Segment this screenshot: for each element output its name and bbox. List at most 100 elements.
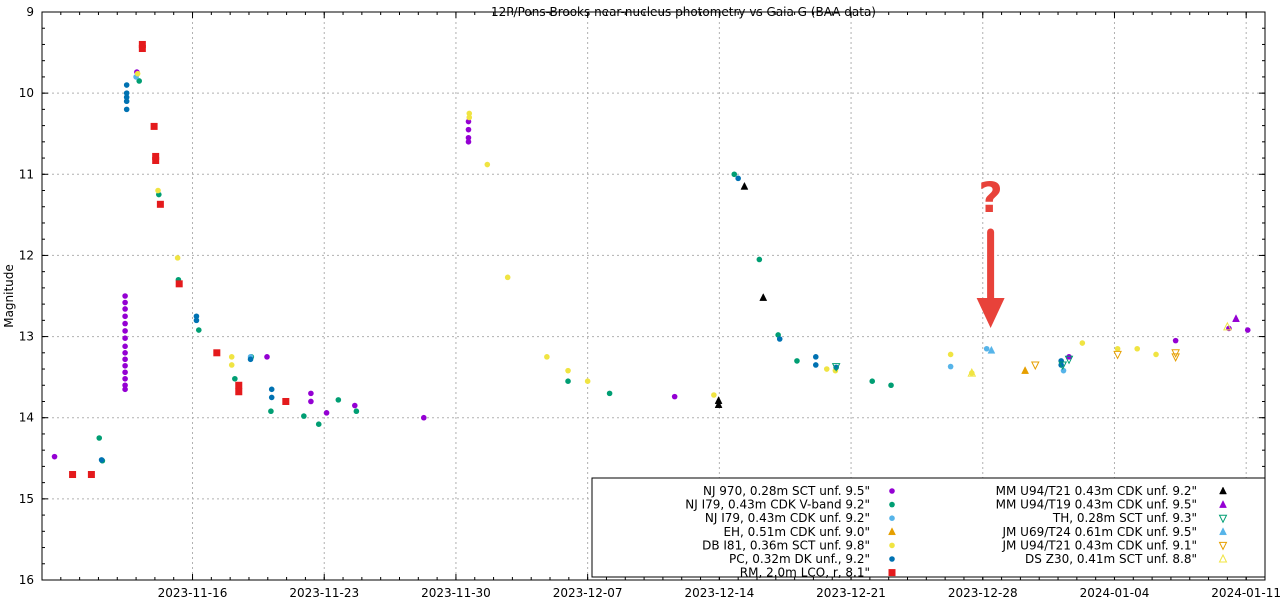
legend: NJ 970, 0.28m SCT unf. 9.5"NJ I79, 0.43m… (591, 477, 1266, 580)
series (51, 69, 1251, 460)
data-point (308, 390, 314, 397)
data-point (235, 388, 243, 396)
data-point (264, 354, 270, 360)
data-point (1114, 345, 1121, 352)
data-point (1113, 350, 1122, 360)
data-point (794, 358, 800, 364)
data-point (1172, 337, 1179, 344)
data-point (315, 421, 322, 428)
y-tick-label: 12 (19, 248, 34, 262)
data-point (122, 306, 128, 312)
data-point (888, 569, 896, 577)
data-point (869, 378, 876, 385)
data-point (122, 335, 128, 341)
legend-label: DS Z30, 0.41m SCT unf. 8.8" (1025, 552, 1197, 566)
data-point (1134, 345, 1141, 352)
x-tick-label: 2023-12-14 (684, 586, 754, 600)
data-point (1079, 340, 1086, 346)
data-point (1223, 321, 1232, 331)
data-point (232, 375, 238, 382)
y-tick-label: 10 (19, 86, 34, 100)
data-point (69, 471, 77, 479)
y-tick-label: 13 (19, 330, 34, 344)
data-point (123, 98, 130, 105)
data-point (812, 362, 819, 368)
data-point (889, 488, 895, 494)
x-tick-label: 2024-01-11 (1211, 586, 1281, 600)
legend-label: JM U69/T24 0.61m CDK unf. 9.5" (1001, 525, 1197, 539)
data-point (1218, 541, 1228, 551)
data-point (247, 356, 254, 363)
x-tick-label: 2024-01-04 (1080, 586, 1150, 600)
y-tick-label: 11 (19, 167, 34, 181)
data-point (888, 382, 894, 389)
data-point (1218, 514, 1228, 524)
legend-label: NJ I79, 0.43m CDK unf. 9.2" (705, 511, 870, 525)
x-tick-label: 2023-12-21 (816, 586, 886, 600)
data-point (606, 390, 613, 397)
x-tick-label: 2023-11-30 (421, 586, 491, 600)
data-point (175, 280, 183, 288)
data-point (484, 161, 491, 168)
legend-label: DB I81, 0.36m SCT unf. 9.8" (702, 538, 870, 552)
series (69, 40, 290, 479)
plot-frame (41, 11, 1266, 581)
y-tick-label: 16 (19, 573, 34, 587)
series (98, 82, 1064, 463)
data-point (174, 255, 181, 261)
data-point (465, 134, 472, 141)
data-points (51, 40, 1251, 479)
x-tick-label: 2023-12-28 (948, 586, 1018, 600)
y-tick-label: 15 (19, 492, 34, 506)
legend-label: NJ I79, 0.43m CDK V-band 9.2" (685, 498, 870, 512)
data-point (465, 139, 472, 145)
data-point (756, 256, 763, 263)
data-point (268, 394, 275, 401)
legend-label: EH, 0.51m CDK unf. 9.0" (723, 525, 870, 539)
data-point (1232, 314, 1240, 322)
data-point (565, 367, 571, 374)
legend-label: NJ 970, 0.28m SCT unf. 9.5" (703, 484, 870, 498)
data-point (889, 515, 895, 521)
data-point (122, 375, 128, 382)
data-point (122, 350, 128, 356)
data-point (504, 274, 511, 281)
y-tick-label: 14 (19, 411, 34, 425)
data-point (1219, 500, 1227, 508)
data-point (96, 435, 103, 441)
data-point (123, 106, 130, 113)
data-point (812, 354, 819, 360)
data-point (122, 320, 128, 327)
data-point (731, 171, 738, 178)
data-point (1219, 527, 1227, 536)
data-point (323, 410, 330, 416)
data-point (889, 556, 895, 562)
data-point (420, 414, 427, 421)
data-point (1244, 327, 1251, 333)
data-point (1066, 354, 1072, 360)
data-point (282, 397, 290, 405)
annotation-arrow-head (976, 298, 1005, 328)
data-point (122, 369, 128, 376)
data-point (1064, 355, 1074, 365)
data-point (1218, 553, 1228, 563)
axes: 9 10 11 12 13 14 15 16 2023-11-16 2023-11-23 2023-… (19, 5, 1281, 600)
data-point (947, 351, 954, 358)
data-point (1030, 361, 1040, 371)
data-point (947, 363, 954, 370)
series (96, 78, 894, 464)
data-point (987, 345, 996, 354)
data-point (1021, 366, 1030, 374)
annotation: ? (976, 173, 1005, 328)
data-point (1171, 353, 1180, 362)
data-point (759, 293, 768, 301)
data-point (134, 70, 141, 77)
data-point (122, 382, 128, 389)
data-point (465, 126, 472, 133)
data-point (150, 122, 158, 130)
data-point (714, 400, 723, 408)
data-point (888, 527, 896, 536)
legend-label: RM, 2.0m LCO, r, 8.1" (740, 566, 870, 580)
legend-label: PC, 0.32m DK unf., 9.2" (729, 552, 870, 566)
series (987, 345, 996, 354)
